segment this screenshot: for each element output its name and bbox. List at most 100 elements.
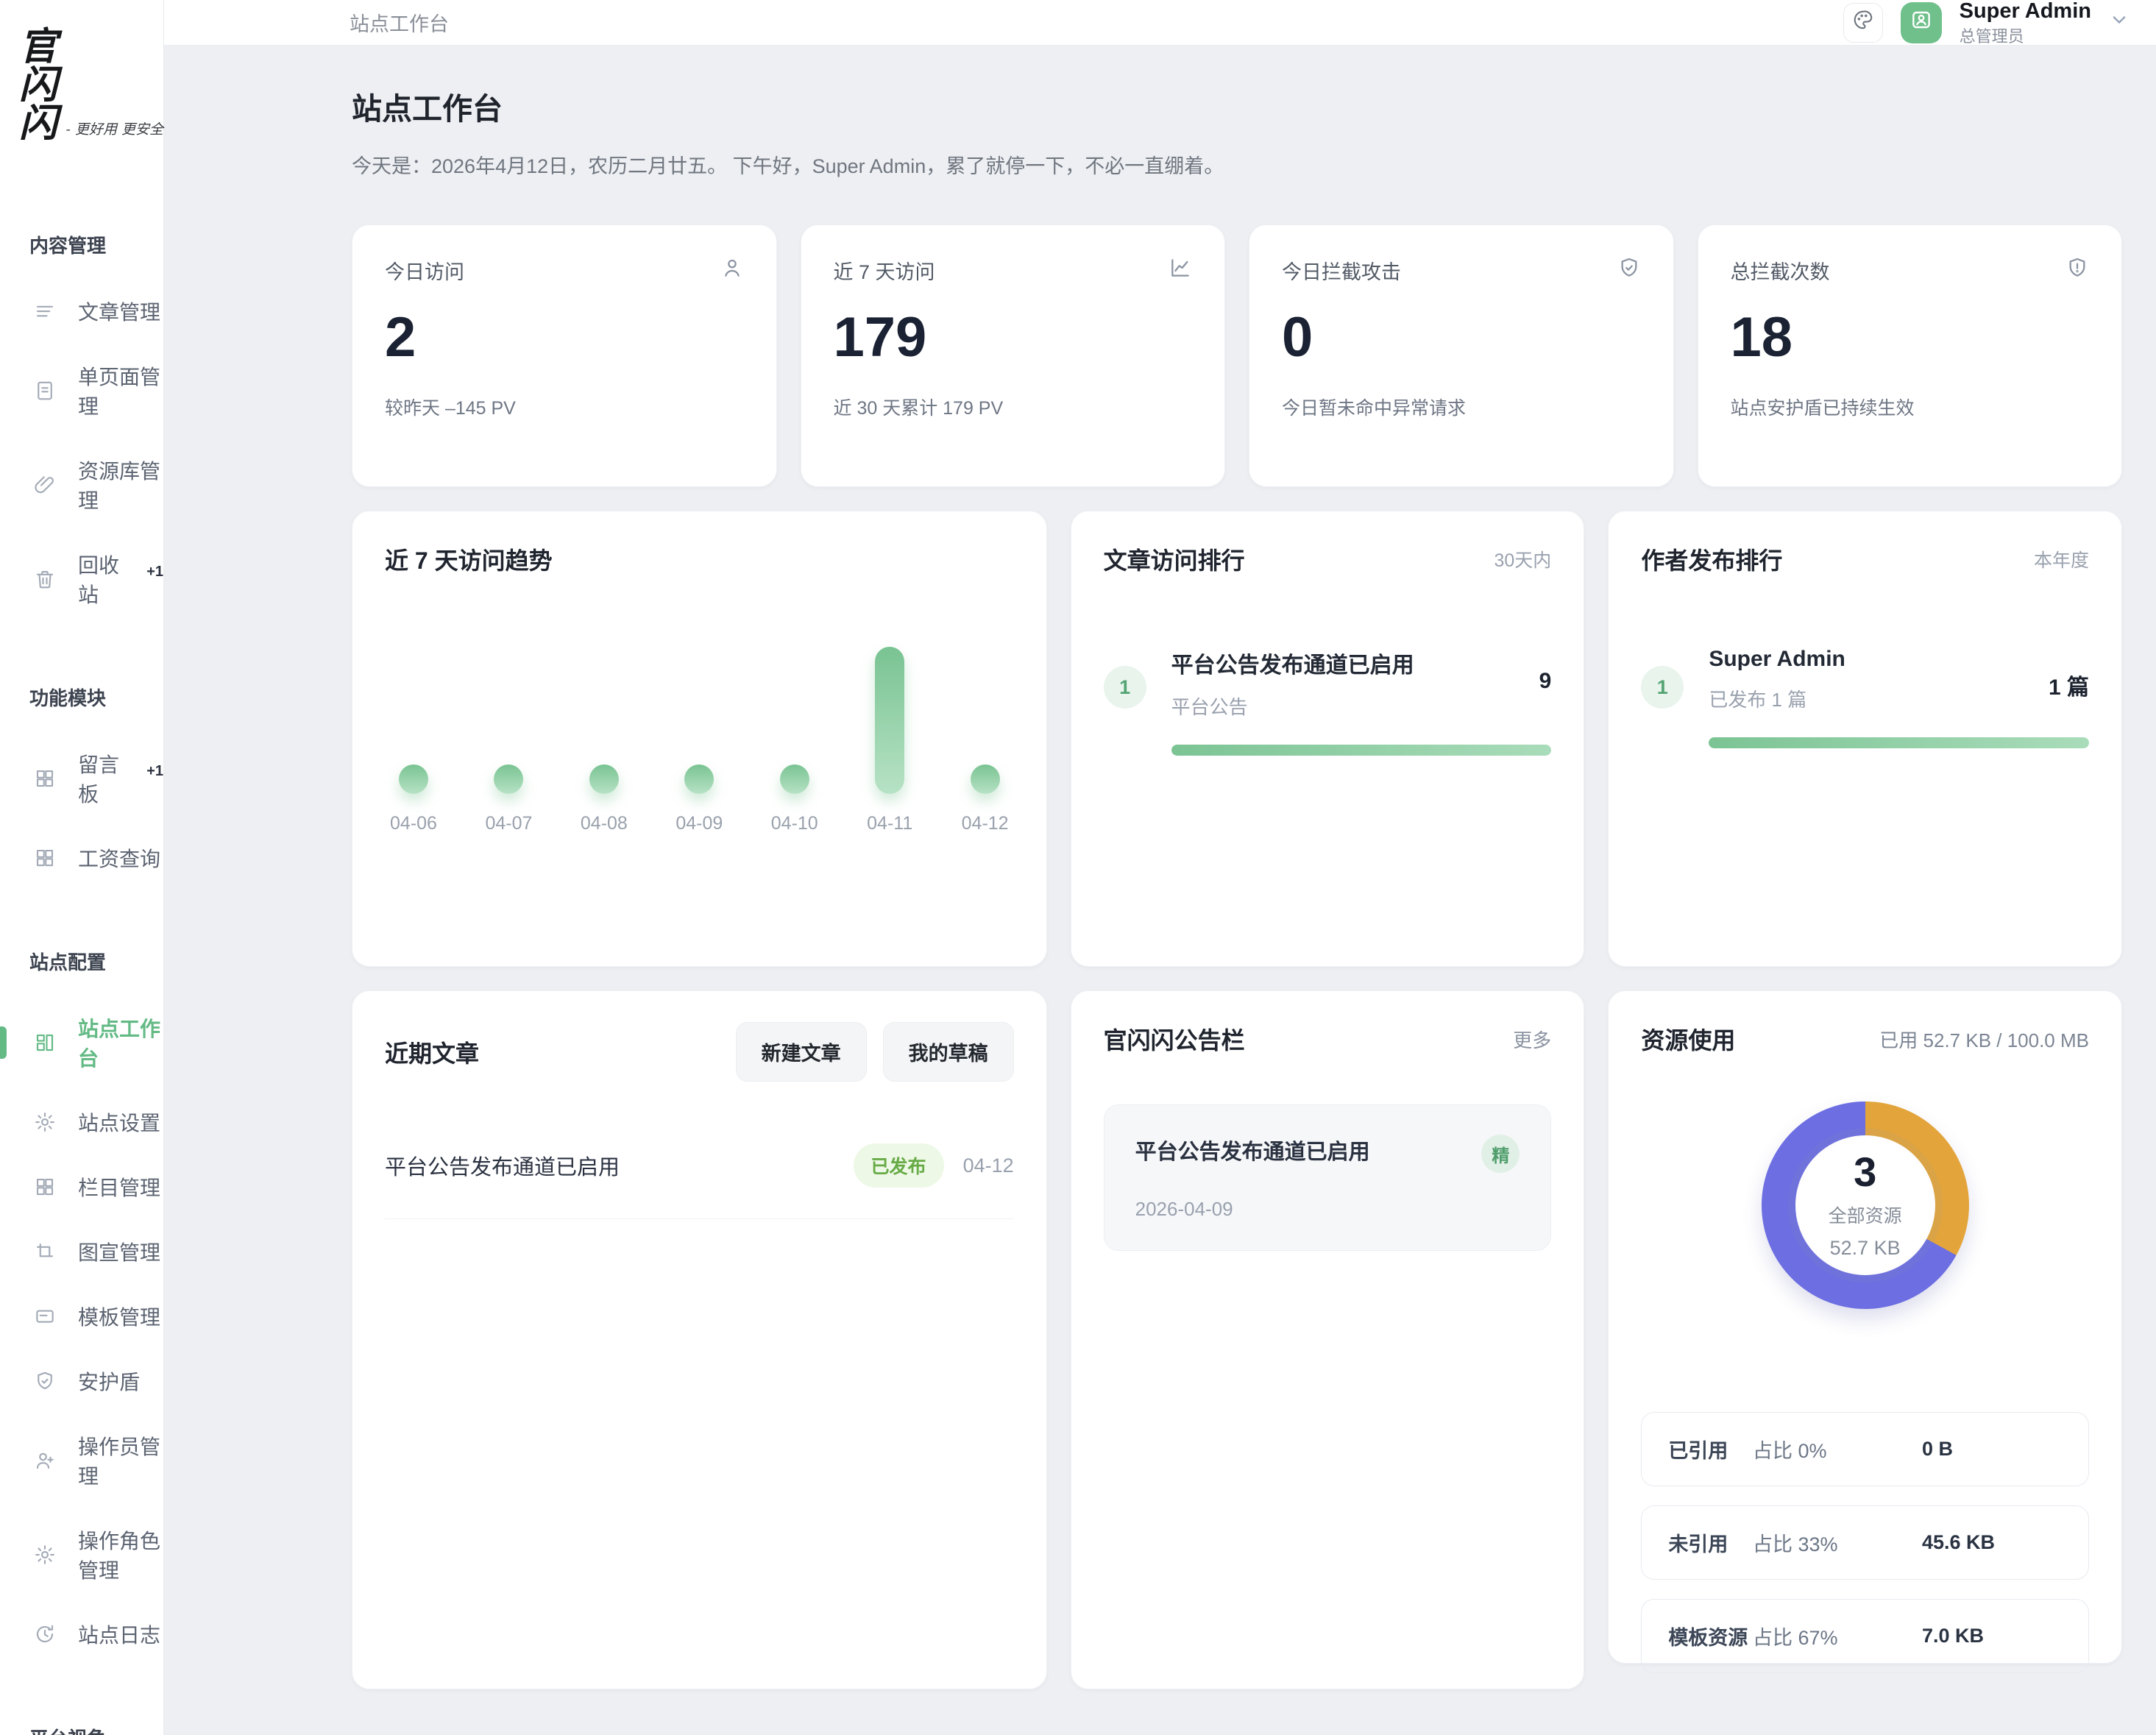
stat-card-7day-visits: 近 7 天访问 179 近 30 天累计 179 PV [800, 224, 1225, 487]
sidebar-item-resource-library[interactable]: 资源库管理 [0, 438, 163, 532]
author-rank-row[interactable]: 1 Super Admin 已发布 1 篇 1 篇 [1641, 647, 2089, 748]
user-meta: Super Admin 总管理员 [1960, 0, 2091, 46]
trend-chart-card: 近 7 天访问趋势 04-06 04-07 04-08 04-09 04-10 04-11… [352, 511, 1047, 967]
sidebar-item-banner-management[interactable]: 图宣管理 [0, 1219, 163, 1284]
sidebar-item-single-page-management[interactable]: 单页面管理 [0, 344, 163, 438]
theme-button[interactable] [1843, 2, 1883, 43]
sidebar-item-site-settings[interactable]: 站点设置 [0, 1090, 163, 1154]
sidebar-item-site-workbench[interactable]: 站点工作台 [0, 996, 163, 1090]
brand-logo: 官闪闪 [19, 24, 57, 146]
page-greeting: 今天是：2026年4月12日，农历二月廿五。 下午好，Super Admin，累… [352, 155, 1224, 177]
resource-donut: 3 全部资源 52.7 KB [1761, 1101, 1969, 1309]
resource-row-value: 0 B [1922, 1438, 1954, 1460]
sidebar-nav: 内容管理 文章管理 单页面管理 资源库管理 回收站 +1 功能模块 留 [0, 231, 163, 1735]
donut-center-label: 全部资源 [1828, 1205, 1902, 1227]
main-area: 站点工作台 Super Admin 总管理员 站点工作台 今天是：2026年4月… [164, 0, 2156, 1735]
sidebar-item-label: 站点日志 [78, 1624, 161, 1647]
progress-track [1709, 737, 2089, 748]
sidebar-item-column-management[interactable]: 栏目管理 [0, 1154, 163, 1219]
resource-row-percent: 占比 33% [1753, 1533, 1838, 1555]
shield-alert-icon [2065, 256, 2089, 285]
new-article-button[interactable]: 新建文章 [735, 1022, 867, 1082]
trend-bar-label: 04-09 [675, 813, 723, 834]
history-icon [34, 1623, 56, 1645]
announcement-item-date: 2026-04-09 [1135, 1198, 1233, 1220]
sidebar-item-label: 资源库管理 [78, 460, 161, 512]
sidebar-item-label: 栏目管理 [78, 1177, 161, 1199]
sidebar-item-label: 工资查询 [78, 848, 161, 870]
author-rank-item-subtitle: 已发布 1 篇 [1709, 689, 1807, 711]
sidebar: 官闪闪 - 更好用 更安全 内容管理 文章管理 单页面管理 资源库管理 回收站 … [0, 0, 164, 1735]
shield-check-icon [1617, 256, 1641, 285]
resource-row-label: 已引用 [1668, 1440, 1728, 1462]
announcement-item[interactable]: 平台公告发布通道已启用 精 2026-04-09 [1103, 1104, 1552, 1251]
stat-card-today-visits: 今日访问 2 较昨天 –145 PV [352, 224, 777, 487]
author-rank-title: 作者发布排行 [1641, 547, 1783, 574]
sidebar-item-label: 回收站 [78, 554, 120, 606]
trend-bar-column: 04-09 [673, 764, 725, 834]
author-rank-card: 作者发布排行 本年度 1 Super Admin 已发布 1 篇 1 篇 [1608, 511, 2122, 967]
chevron-down-icon[interactable] [2109, 10, 2130, 35]
my-drafts-button[interactable]: 我的草稿 [882, 1022, 1014, 1082]
sidebar-item-template-management[interactable]: 模板管理 [0, 1284, 163, 1349]
stat-label: 今日访问 [385, 261, 464, 283]
resource-row-template: 模板资源 占比 67% 7.0 KB [1641, 1599, 2089, 1673]
middle-row: 近 7 天访问趋势 04-06 04-07 04-08 04-09 04-10 04-11… [352, 511, 2122, 967]
article-rank-range-badge: 30天内 [1494, 550, 1552, 571]
nav-section-site-config: 站点配置 [29, 951, 107, 973]
brand: 官闪闪 - 更好用 更安全 [0, 28, 163, 143]
trend-bar-column: 04-08 [578, 764, 630, 834]
avatar[interactable] [1900, 1, 1942, 43]
sidebar-item-label: 站点设置 [78, 1112, 161, 1135]
sidebar-item-recycle-bin[interactable]: 回收站 +1 [0, 532, 163, 626]
sidebar-item-label: 安护盾 [78, 1371, 141, 1394]
sidebar-item-label: 操作员管理 [78, 1436, 161, 1488]
sidebar-item-operator-management[interactable]: 操作员管理 [0, 1413, 163, 1508]
line-chart-icon [1169, 256, 1192, 285]
author-rank-item-name: Super Admin [1709, 647, 1845, 671]
sidebar-item-security-shield[interactable]: 安护盾 [0, 1349, 163, 1413]
stat-sub: 站点安护盾已持续生效 [1730, 398, 1915, 419]
more-link[interactable]: 更多 [1513, 1029, 1552, 1051]
topbar: 站点工作台 Super Admin 总管理员 [164, 0, 2156, 46]
page-content: 站点工作台 今天是：2026年4月12日，农历二月廿五。 下午好，Super A… [164, 46, 2156, 1735]
progress-fill [1709, 737, 2089, 748]
crop-icon [34, 1241, 56, 1263]
article-rank-card: 文章访问排行 30天内 1 平台公告发布通道已启用 平台公告 9 [1070, 511, 1585, 967]
nav-section-content: 内容管理 [29, 235, 107, 257]
article-rank-item-value: 9 [1539, 669, 1552, 693]
dashboard-icon [34, 1032, 56, 1054]
sidebar-item-label: 单页面管理 [78, 366, 161, 418]
trend-bar-label: 04-08 [580, 813, 628, 834]
sidebar-item-article-management[interactable]: 文章管理 [0, 279, 163, 344]
sidebar-item-label: 留言板 [78, 753, 120, 806]
shield-check-icon [34, 1370, 56, 1392]
palette-icon [1852, 9, 1874, 36]
grid-icon [34, 767, 56, 790]
count-badge: +1 [146, 563, 163, 580]
article-rank-row[interactable]: 1 平台公告发布通道已启用 平台公告 9 [1103, 647, 1552, 756]
sidebar-item-operator-role-management[interactable]: 操作角色管理 [0, 1508, 163, 1602]
recent-article-row[interactable]: 平台公告发布通道已启用 已发布 04-12 [385, 1143, 1014, 1219]
sidebar-item-site-logs[interactable]: 站点日志 [0, 1602, 163, 1667]
list-icon [34, 300, 56, 322]
topbar-right: Super Admin 总管理员 [1843, 0, 2130, 46]
recent-articles-title: 近期文章 [385, 1040, 480, 1067]
trend-bar [589, 764, 619, 794]
user-name: Super Admin [1959, 0, 2091, 24]
trend-bar-label: 04-06 [390, 813, 437, 834]
sidebar-item-label: 站点工作台 [78, 1018, 161, 1070]
article-rank-item-subtitle: 平台公告 [1171, 696, 1248, 718]
trend-bar-label: 04-12 [961, 813, 1009, 834]
rank-number-badge: 1 [1103, 666, 1146, 709]
progress-track [1171, 745, 1552, 756]
resource-row-percent: 占比 0% [1753, 1440, 1827, 1462]
page-title: 站点工作台 [352, 92, 503, 126]
sidebar-item-salary-query[interactable]: 工资查询 [0, 826, 163, 890]
stat-value: 0 [1282, 306, 1313, 369]
sidebar-item-message-board[interactable]: 留言板 +1 [0, 731, 163, 826]
grid-icon [34, 1176, 56, 1198]
user-plus-icon [34, 1450, 56, 1472]
grid-icon [34, 847, 56, 869]
